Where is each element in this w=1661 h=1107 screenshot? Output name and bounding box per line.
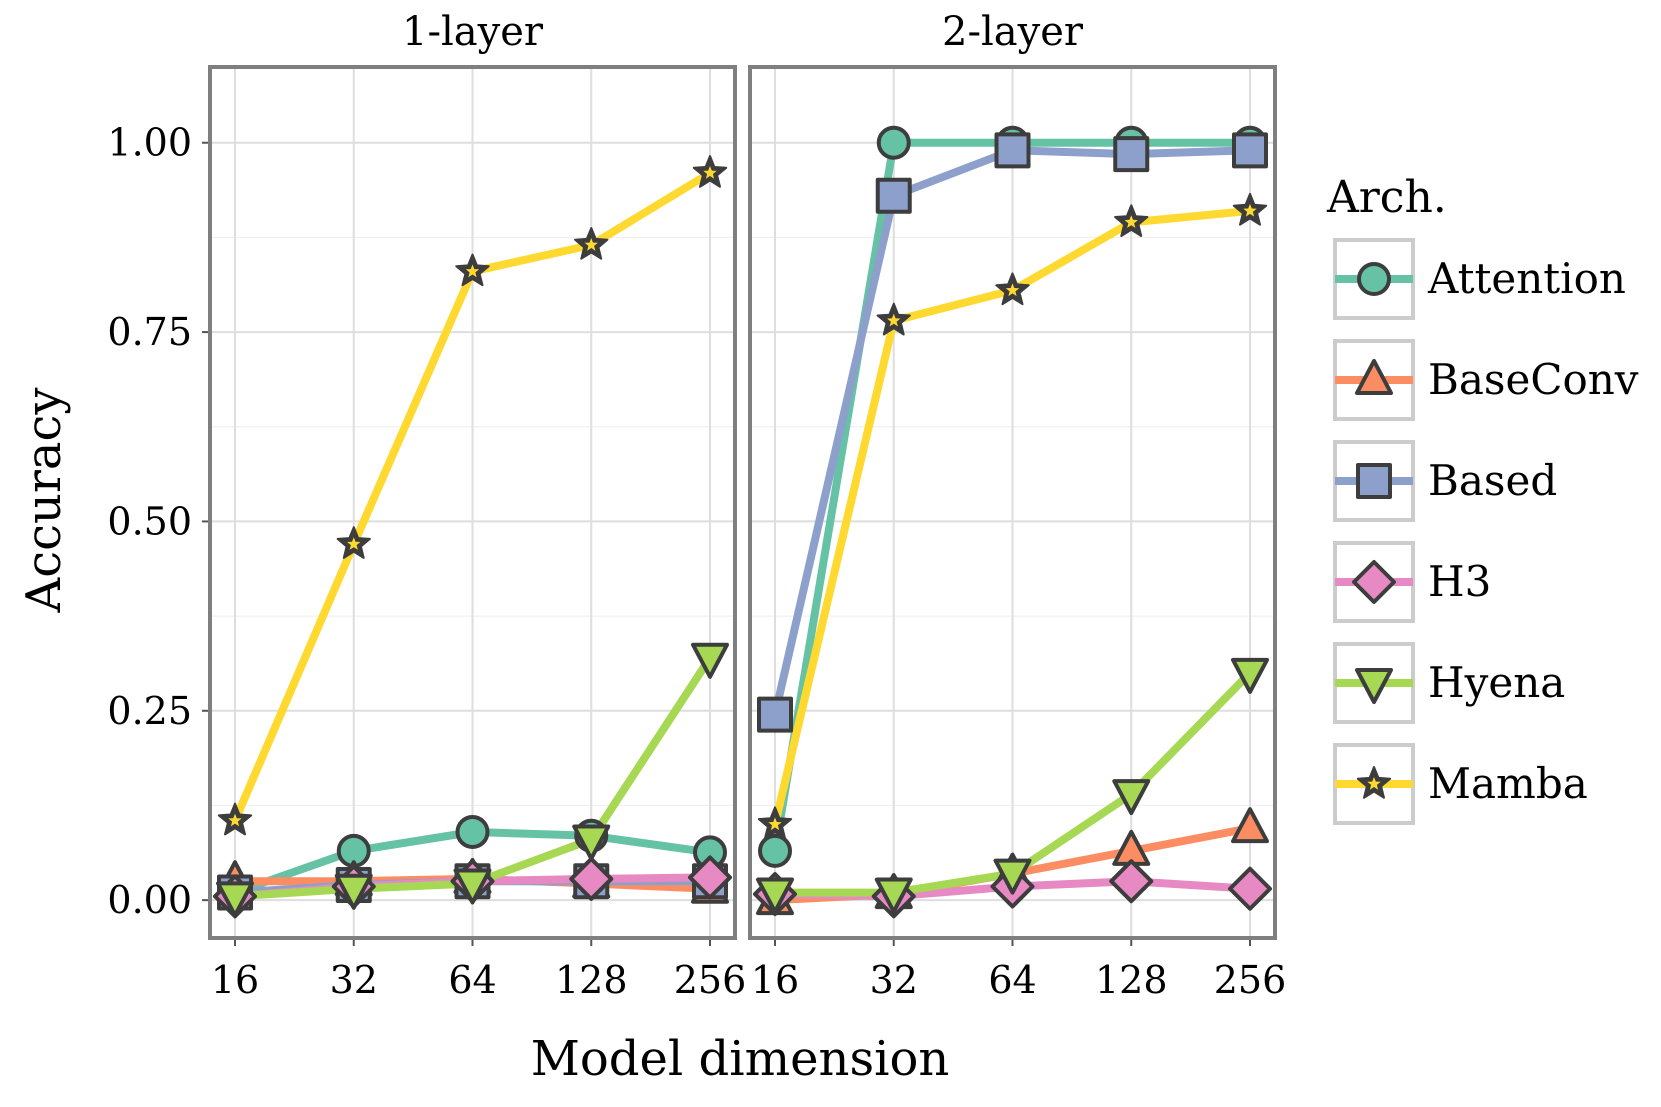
data-point-h3 [1109, 859, 1154, 904]
legend-marker-attention [1357, 262, 1391, 296]
data-point-mamba-center [887, 313, 901, 327]
data-point-based [1232, 132, 1268, 169]
x-axis-label: Model dimension [531, 1031, 950, 1087]
data-point-attention [455, 814, 490, 849]
data-point-based [757, 696, 793, 733]
data-point-based [994, 132, 1031, 169]
data-point-hyena [216, 881, 254, 918]
legend: Attention BaseConv Based H3 Hyena Mamba [1333, 238, 1639, 825]
y-tick-label: 0.25 [107, 689, 192, 733]
data-point-hyena [691, 642, 729, 679]
data-point-hyena [453, 868, 492, 905]
x-tick-label: 16 [751, 958, 799, 1002]
data-point-attention [876, 125, 911, 160]
data-point-mamba-center [465, 264, 480, 278]
panel-title: 1-layer [402, 9, 544, 55]
data-point-mamba-center [703, 166, 717, 179]
x-tick-label: 64 [988, 958, 1036, 1002]
x-tick-label: 256 [1214, 958, 1287, 1002]
data-point-mamba-center [1124, 215, 1138, 228]
data-point-hyena [993, 858, 1032, 895]
x-tick-label: 64 [448, 958, 496, 1002]
x-tick-label: 128 [555, 958, 628, 1002]
legend-label-hyena: Hyena [1428, 658, 1565, 707]
y-tick-label: 0.75 [107, 310, 192, 354]
y-tick-label: 0.50 [107, 499, 192, 543]
data-point-attention [758, 833, 792, 868]
legend-marker-mamba-center [1367, 777, 1381, 790]
panel-1: 16 32 64 128 256 1-layer [208, 9, 747, 1002]
x-tick-label: 256 [674, 958, 747, 1002]
data-point-h3 [1228, 866, 1272, 911]
y-tick-label: 1.00 [107, 121, 192, 165]
data-point-mamba-center [1243, 203, 1257, 217]
data-point-mamba-center [347, 537, 361, 550]
data-point-based [875, 177, 912, 214]
data-point-hyena [756, 877, 794, 914]
legend-marker-based [1356, 463, 1392, 499]
legend-label-attention: Attention [1427, 254, 1626, 303]
legend-label-mamba: Mamba [1428, 759, 1588, 808]
data-point-mamba-center [768, 817, 782, 831]
x-tick-label: 32 [870, 958, 918, 1002]
data-point-mamba-center [1005, 283, 1020, 297]
legend-title: Arch. [1326, 172, 1447, 223]
panel-title: 2-layer [942, 9, 1084, 55]
legend-marker-baseconv [1355, 359, 1393, 395]
panel-2: 16 32 64 128 256 2-layer [748, 9, 1287, 1002]
data-point-h3 [569, 856, 614, 901]
legend-marker-h3 [1352, 560, 1396, 604]
data-point-based [1113, 136, 1150, 173]
y-axis-label: Accuracy [16, 388, 72, 614]
data-point-hyena [1112, 779, 1151, 816]
x-tick-label: 32 [330, 958, 378, 1002]
data-point-hyena [572, 824, 611, 861]
legend-label-h3: H3 [1428, 557, 1491, 606]
data-point-mamba-center [584, 238, 598, 251]
panel-border [748, 65, 1277, 940]
data-point-hyena [334, 873, 373, 910]
data-point-hyena [874, 877, 913, 914]
data-point-hyena [1231, 657, 1269, 694]
x-tick-label: 128 [1095, 958, 1168, 1002]
legend-label-baseconv: BaseConv [1428, 355, 1639, 404]
y-tick-label: 0.00 [107, 878, 192, 922]
legend-label-based: Based [1428, 456, 1557, 505]
legend-marker-hyena [1355, 668, 1393, 704]
data-point-baseconv [1231, 807, 1269, 844]
x-tick-label: 16 [211, 958, 259, 1002]
data-point-h3 [688, 855, 732, 900]
data-point-mamba-center [228, 813, 242, 827]
panel-border [208, 65, 737, 940]
